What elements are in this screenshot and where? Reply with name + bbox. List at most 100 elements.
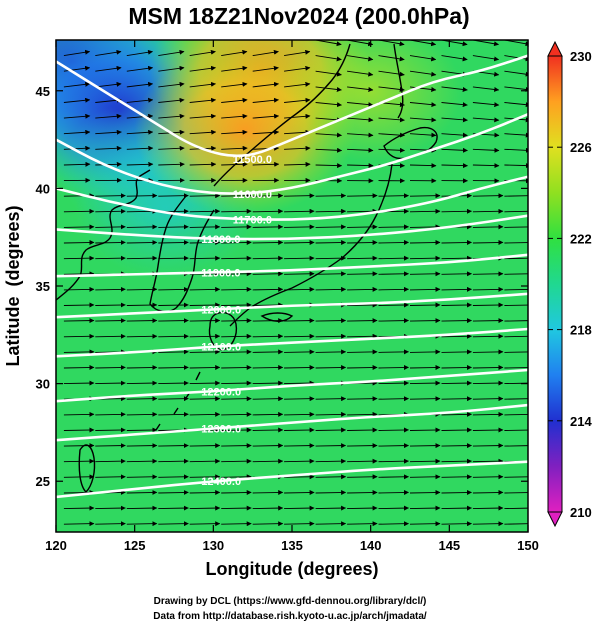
wind-vector: [158, 65, 185, 72]
wind-vector: [63, 474, 95, 480]
x-tick-label: 140: [360, 538, 382, 553]
wind-vector: [252, 129, 280, 135]
wind-vector: [441, 505, 472, 511]
wind-vector: [472, 380, 504, 386]
height-contour: [56, 112, 528, 195]
y-tick-label: 40: [36, 181, 50, 196]
wind-vector: [441, 55, 468, 62]
wind-vector: [347, 318, 378, 324]
colorbar-min-arrow: [547, 511, 563, 528]
wind-vector: [504, 367, 528, 369]
wind-vector: [126, 129, 154, 135]
wind-vector: [63, 65, 91, 72]
wind-vector: [409, 117, 437, 123]
x-tick-label: 120: [45, 538, 67, 553]
wind-vector: [158, 193, 189, 199]
wind-vector: [347, 489, 378, 495]
wind-vector: [315, 489, 347, 495]
wind-vector: [63, 129, 91, 135]
wind-vector: [221, 396, 252, 402]
wind-vector: [95, 65, 122, 72]
wind-vector: [126, 364, 158, 370]
wind-vector: [441, 364, 472, 370]
wind-vector: [126, 97, 154, 103]
wind-vector: [189, 129, 217, 135]
wind-vector: [95, 145, 122, 151]
wind-vector: [189, 349, 221, 355]
wind-vector: [252, 97, 279, 103]
wind-vector: [158, 318, 189, 324]
wind-vector: [409, 427, 441, 433]
wind-vector: [252, 443, 284, 449]
wind-vector: [472, 239, 504, 245]
wind-vector: [221, 161, 248, 167]
wind-vector: [189, 239, 221, 245]
wind-vector: [284, 286, 315, 292]
height-contour: [56, 214, 528, 241]
wind-vector: [315, 271, 347, 277]
wind-vector: [252, 411, 284, 417]
wind-vector: [63, 380, 95, 386]
wind-vector: [347, 132, 374, 138]
wind-vector: [409, 239, 441, 245]
colorbar-tick-label: 214: [570, 414, 592, 429]
wind-vector: [284, 255, 315, 261]
wind-vector: [409, 458, 441, 464]
wind-vector: [409, 271, 441, 277]
wind-vector: [158, 505, 189, 511]
contour-label: 12000.0: [201, 304, 241, 316]
wind-vector: [221, 286, 252, 292]
wind-vector: [472, 117, 500, 123]
wind-vector: [347, 55, 374, 62]
wind-vector: [252, 81, 279, 88]
wind-vector: [221, 239, 252, 245]
wind-vector: [221, 113, 248, 119]
wind-vector: [126, 474, 158, 480]
wind-vector: [221, 458, 252, 464]
wind-vector: [189, 318, 221, 324]
wind-vector: [63, 286, 95, 292]
wind-vector: [126, 49, 153, 57]
x-tick-label: 135: [281, 538, 303, 553]
wind-vector: [252, 521, 284, 527]
wind-vector: [252, 49, 279, 57]
wind-vector: [472, 505, 504, 511]
wind-vector: [347, 86, 374, 92]
wind-vector: [441, 333, 472, 339]
wind-vector: [63, 521, 95, 527]
wind-vector: [95, 286, 126, 292]
wind-vector: [63, 49, 91, 57]
wind-vector: [347, 224, 378, 230]
wind-vector: [504, 147, 528, 153]
wind-vector: [284, 145, 311, 151]
wind-vector: [158, 145, 185, 151]
wind-vector: [189, 113, 217, 119]
wind-vector: [252, 396, 284, 402]
wind-vector: [126, 65, 154, 72]
wind-vector: [347, 474, 378, 480]
wind-vector: [472, 396, 504, 402]
wind-vector: [315, 208, 347, 214]
wind-vector: [409, 489, 441, 495]
wind-vector: [441, 208, 472, 214]
wind-vector: [189, 302, 221, 308]
wind-vector: [221, 489, 252, 495]
wind-vector: [284, 411, 315, 417]
wind-vector: [284, 224, 315, 230]
wind-vector: [189, 49, 216, 57]
wind-vector: [221, 318, 252, 324]
wind-vector: [347, 302, 378, 308]
wind-vector: [315, 70, 342, 77]
x-tick-label: 145: [438, 538, 460, 553]
wind-vector: [126, 505, 158, 511]
wind-vector: [126, 396, 158, 402]
wind-vector: [189, 411, 221, 417]
wind-vector: [158, 411, 189, 417]
wind-vector: [126, 521, 158, 527]
wind-vector: [284, 49, 311, 57]
wind-vector: [472, 474, 504, 480]
wind-vector: [347, 208, 378, 214]
wind-vector: [378, 521, 409, 527]
wind-vector: [378, 380, 409, 386]
wind-vector: [441, 302, 472, 308]
